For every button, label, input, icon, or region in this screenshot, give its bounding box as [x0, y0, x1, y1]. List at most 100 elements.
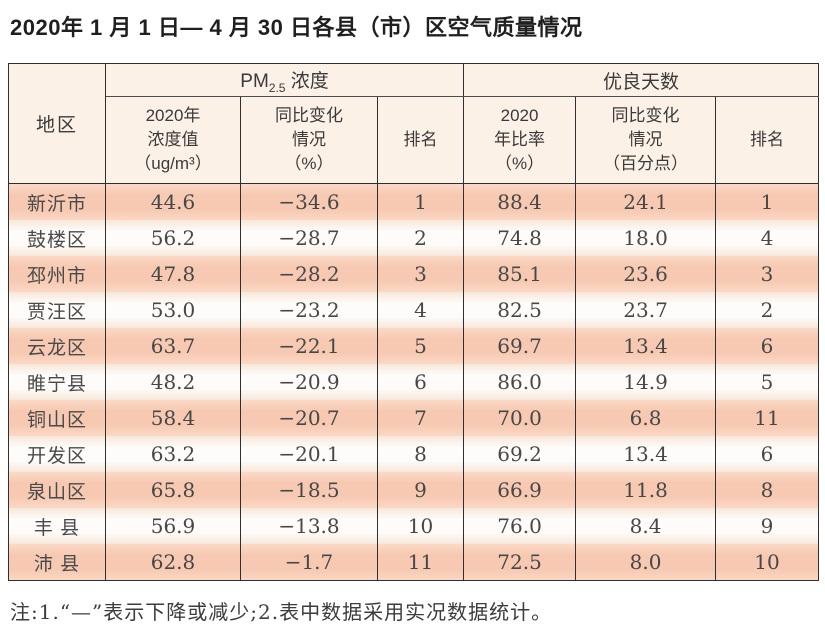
value-cell: 63.2 — [105, 436, 241, 472]
value-cell: 23.6 — [575, 256, 717, 292]
value-cell: 14.9 — [575, 364, 717, 400]
region-cell: 丰 县 — [8, 508, 106, 544]
value-cell: 56.2 — [105, 220, 241, 256]
col-header-pm-rank: 排名 — [376, 96, 465, 184]
region-cell: 泉山区 — [8, 472, 106, 508]
pm25-label-prefix: PM — [240, 70, 269, 92]
table-row: 鼓楼区 56.2 −28.7 2 74.8 18.0 4 — [8, 220, 820, 256]
value-cell: −23.2 — [240, 292, 378, 328]
value-cell: 44.6 — [105, 183, 241, 220]
value-cell: 56.9 — [105, 508, 241, 544]
table-row: 丰 县 56.9 −13.8 10 76.0 8.4 9 — [8, 508, 820, 544]
value-cell: 48.2 — [105, 364, 241, 400]
value-cell: 47.8 — [105, 256, 241, 292]
value-cell: 88.4 — [463, 183, 577, 220]
table-row: 睢宁县 48.2 −20.9 6 86.0 14.9 5 — [8, 364, 820, 400]
table-header: 地区 PM2.5 浓度 优良天数 2020年 浓度值 （ug/m³） 同比变化 … — [8, 63, 820, 184]
value-cell: 13.4 — [575, 328, 717, 364]
value-cell: 72.5 — [463, 544, 577, 581]
header-sub-row: 2020年 浓度值 （ug/m³） 同比变化 情况 （%） 排名 2020 年比… — [9, 96, 820, 184]
value-cell: 70.0 — [463, 400, 577, 436]
value-cell: −28.2 — [240, 256, 378, 292]
value-cell: 74.8 — [463, 220, 577, 256]
value-cell: 10 — [715, 544, 820, 581]
value-cell: 4 — [376, 292, 465, 328]
value-cell: 53.0 — [105, 292, 241, 328]
value-cell: −22.1 — [240, 328, 378, 364]
value-cell: 66.9 — [463, 472, 577, 508]
col-group-pm25: PM2.5 浓度 — [104, 63, 465, 97]
table-row: 开发区 63.2 −20.1 8 69.2 13.4 6 — [8, 436, 820, 472]
region-cell: 鼓楼区 — [8, 220, 106, 256]
value-cell: −28.7 — [240, 220, 378, 256]
value-cell: 4 — [715, 220, 820, 256]
air-quality-table: 地区 PM2.5 浓度 优良天数 2020年 浓度值 （ug/m³） 同比变化 … — [8, 63, 820, 581]
value-cell: 1 — [376, 183, 465, 220]
value-cell: 23.7 — [575, 292, 717, 328]
table-row: 铜山区 58.4 −20.7 7 70.0 6.8 11 — [8, 400, 820, 436]
region-cell: 沛 县 — [8, 544, 106, 581]
value-cell: −20.7 — [240, 400, 378, 436]
table-row: 沛 县 62.8 −1.7 11 72.5 8.0 10 — [8, 544, 820, 581]
value-cell: 69.2 — [463, 436, 577, 472]
table-row: 新沂市 44.6 −34.6 1 88.4 24.1 1 — [8, 183, 820, 220]
pm25-label-suffix: 浓度 — [285, 70, 329, 92]
value-cell: 1 — [715, 183, 820, 220]
value-cell: 7 — [376, 400, 465, 436]
region-cell: 新沂市 — [8, 183, 106, 220]
value-cell: 85.1 — [463, 256, 577, 292]
value-cell: −20.9 — [240, 364, 378, 400]
region-cell: 邳州市 — [8, 256, 106, 292]
value-cell: 6.8 — [575, 400, 717, 436]
page-title: 2020年 1 月 1 日— 4 月 30 日各县（市）区空气质量情况 — [10, 15, 583, 40]
value-cell: −34.6 — [240, 183, 378, 220]
value-cell: −1.7 — [240, 544, 378, 581]
header-group-row: 地区 PM2.5 浓度 优良天数 — [8, 63, 820, 184]
region-cell: 睢宁县 — [8, 364, 106, 400]
value-cell: −13.8 — [240, 508, 378, 544]
value-cell: 18.0 — [575, 220, 717, 256]
value-cell: 11 — [376, 544, 465, 581]
value-cell: 9 — [376, 472, 465, 508]
value-cell: 86.0 — [463, 364, 577, 400]
region-cell: 云龙区 — [8, 328, 106, 364]
value-cell: 63.7 — [105, 328, 241, 364]
footnote: 注:1.“—”表示下降或减少;2.表中数据采用实况数据统计。 — [10, 600, 553, 624]
value-cell: 3 — [376, 256, 465, 292]
value-cell: 58.4 — [105, 400, 241, 436]
table-row: 云龙区 63.7 −22.1 5 69.7 13.4 6 — [8, 328, 820, 364]
col-header-good-ratio: 2020 年比率 （%） — [463, 96, 577, 184]
col-header-good-change: 同比变化 情况 （百分点） — [575, 96, 717, 184]
value-cell: 8.4 — [575, 508, 717, 544]
col-header-pm-value: 2020年 浓度值 （ug/m³） — [105, 96, 241, 184]
value-cell: 65.8 — [105, 472, 241, 508]
value-cell: 8.0 — [575, 544, 717, 581]
value-cell: 24.1 — [575, 183, 717, 220]
value-cell: 6 — [715, 436, 820, 472]
value-cell: 82.5 — [463, 292, 577, 328]
value-cell: 2 — [376, 220, 465, 256]
value-cell: 11 — [715, 400, 820, 436]
value-cell: 6 — [715, 328, 820, 364]
table-body: 新沂市 44.6 −34.6 1 88.4 24.1 1 鼓楼区 56.2 −28.7 2 74.8 1… — [8, 183, 820, 581]
table-row: 贾汪区 53.0 −23.2 4 82.5 23.7 2 — [8, 292, 820, 328]
value-cell: 10 — [376, 508, 465, 544]
region-cell: 贾汪区 — [8, 292, 106, 328]
value-cell: 3 — [715, 256, 820, 292]
table-row: 泉山区 65.8 −18.5 9 66.9 11.8 8 — [8, 472, 820, 508]
value-cell: 6 — [376, 364, 465, 400]
col-group-good-days: 优良天数 — [463, 63, 820, 97]
value-cell: 13.4 — [575, 436, 717, 472]
col-header-region: 地区 — [8, 63, 106, 184]
col-header-pm-change: 同比变化 情况 （%） — [240, 96, 378, 184]
region-cell: 铜山区 — [8, 400, 106, 436]
value-cell: 76.0 — [463, 508, 577, 544]
value-cell: −20.1 — [240, 436, 378, 472]
value-cell: −18.5 — [240, 472, 378, 508]
value-cell: 8 — [376, 436, 465, 472]
value-cell: 5 — [715, 364, 820, 400]
value-cell: 69.7 — [463, 328, 577, 364]
value-cell: 9 — [715, 508, 820, 544]
